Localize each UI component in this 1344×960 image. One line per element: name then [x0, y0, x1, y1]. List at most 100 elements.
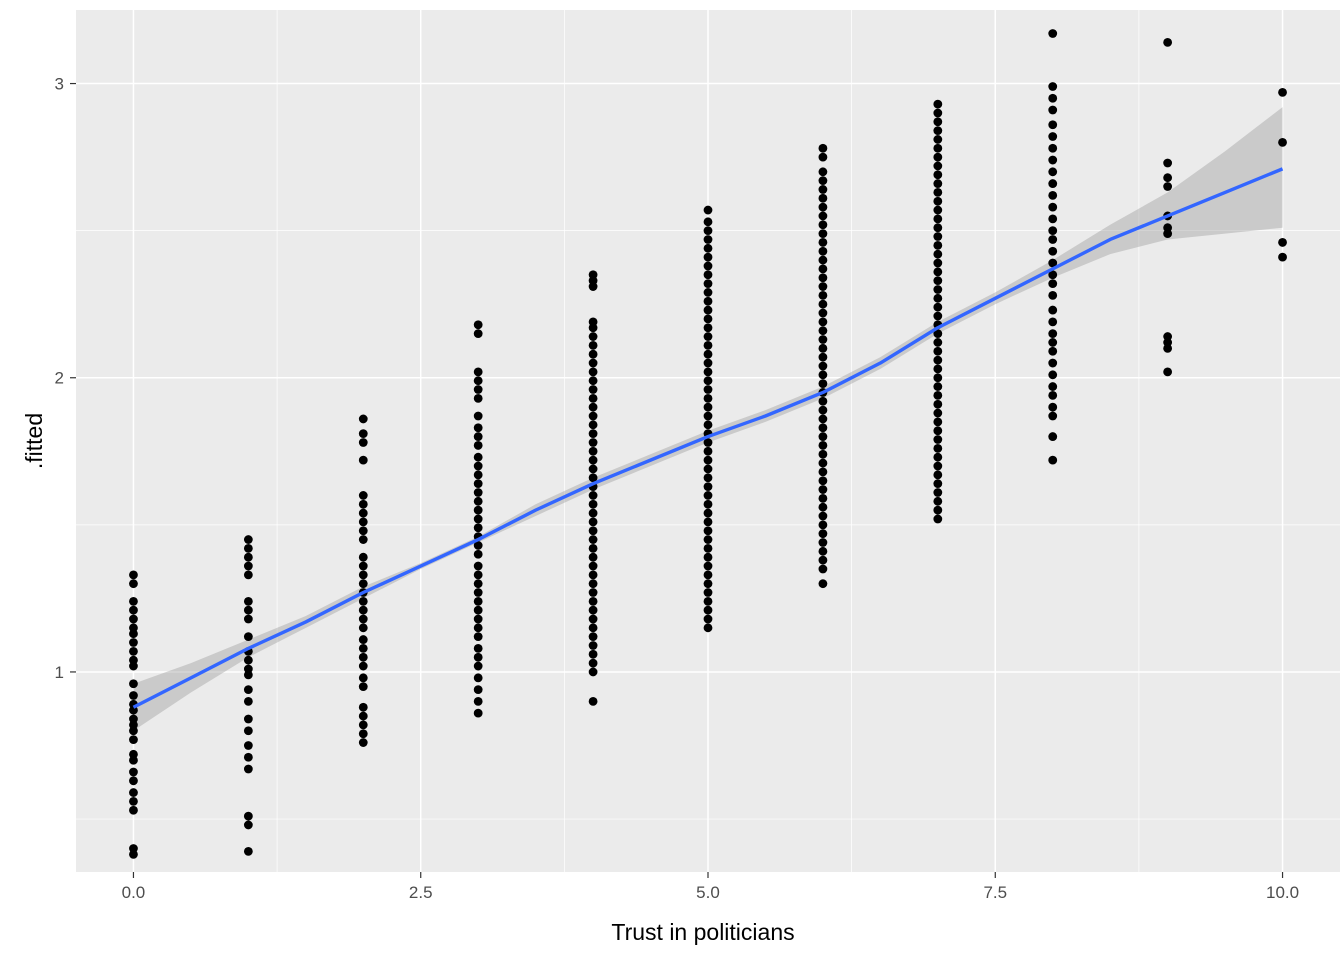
y-axis-title: .fitted — [21, 413, 47, 469]
data-point — [933, 399, 943, 409]
data-point — [703, 517, 713, 527]
data-point — [703, 340, 713, 350]
data-point — [1163, 158, 1173, 168]
data-point — [473, 685, 483, 694]
data-point — [473, 479, 483, 489]
data-point — [933, 443, 943, 453]
data-point — [818, 352, 828, 362]
data-point — [703, 473, 713, 483]
data-point — [358, 623, 368, 633]
data-point — [358, 526, 368, 536]
data-point — [129, 579, 138, 589]
data-point — [243, 543, 253, 553]
data-point — [243, 696, 253, 706]
data-point — [933, 382, 943, 391]
data-point — [818, 246, 828, 256]
data-point — [1048, 382, 1058, 391]
data-point — [358, 682, 368, 692]
data-point — [818, 238, 828, 247]
data-point — [1048, 402, 1058, 412]
data-point — [818, 335, 828, 344]
data-point — [1163, 173, 1173, 183]
axes: 0.0 2.5 5.0 7.5 10.0 1 2 3 — [55, 75, 1300, 902]
data-point — [473, 367, 483, 377]
data-point — [588, 411, 598, 421]
data-point — [473, 441, 483, 450]
data-point — [818, 220, 828, 230]
data-point — [703, 261, 713, 271]
data-point — [818, 467, 828, 477]
data-point — [588, 641, 598, 650]
data-point — [703, 243, 713, 253]
data-point — [933, 161, 943, 171]
data-point — [588, 420, 598, 430]
data-point — [358, 652, 368, 662]
data-point — [473, 644, 483, 653]
data-point — [818, 152, 828, 162]
data-point — [818, 299, 828, 309]
data-point — [473, 452, 483, 462]
data-point — [1048, 132, 1058, 141]
data-point — [588, 270, 598, 280]
data-point — [1048, 120, 1058, 130]
data-point — [129, 605, 138, 615]
data-point — [358, 455, 368, 465]
data-point — [129, 596, 138, 606]
data-point — [358, 579, 368, 589]
data-point — [588, 632, 598, 642]
data-point — [588, 491, 598, 500]
data-point — [818, 326, 828, 336]
data-point — [473, 696, 483, 706]
data-point — [818, 264, 828, 274]
data-point — [1048, 179, 1058, 188]
data-point — [818, 555, 828, 565]
data-point — [933, 364, 943, 374]
y-tick-label: 2 — [55, 369, 64, 388]
data-point — [588, 658, 598, 668]
data-point — [473, 496, 483, 506]
data-point — [1048, 338, 1058, 347]
data-point — [933, 505, 943, 515]
data-point — [473, 385, 483, 394]
data-point — [703, 535, 713, 544]
data-point — [473, 605, 483, 615]
data-point — [933, 232, 943, 241]
data-point — [588, 579, 598, 589]
data-point — [933, 479, 943, 489]
data-point — [129, 646, 138, 656]
data-point — [818, 449, 828, 459]
data-point — [933, 302, 943, 312]
data-point — [818, 432, 828, 441]
data-point — [933, 205, 943, 215]
data-point — [358, 508, 368, 518]
data-point — [358, 605, 368, 615]
data-point — [703, 446, 713, 456]
data-point — [933, 267, 943, 277]
data-point — [358, 499, 368, 509]
data-point — [1048, 226, 1058, 236]
data-point — [703, 464, 713, 474]
data-point — [703, 332, 713, 341]
data-point — [358, 738, 368, 747]
data-point — [933, 143, 943, 153]
data-point — [243, 847, 253, 856]
data-point — [129, 735, 138, 745]
data-point — [243, 752, 253, 762]
data-point — [129, 679, 138, 689]
data-point — [933, 179, 943, 188]
data-point — [473, 632, 483, 642]
data-point — [358, 561, 368, 571]
data-point — [588, 543, 598, 553]
data-point — [1048, 305, 1058, 315]
data-point — [588, 570, 598, 580]
data-point — [588, 588, 598, 597]
data-point — [129, 805, 138, 815]
data-point — [1048, 235, 1058, 244]
data-point — [818, 273, 828, 283]
data-point — [588, 499, 598, 509]
data-point — [473, 488, 483, 497]
x-tick-label: 0.0 — [122, 883, 146, 902]
data-point — [358, 661, 368, 671]
data-point — [703, 491, 713, 500]
data-point — [588, 596, 598, 606]
